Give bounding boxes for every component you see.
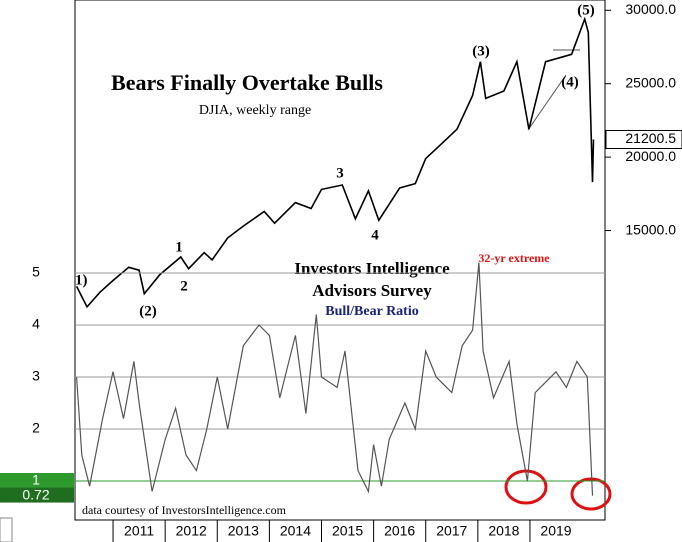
x-tick-label: 2016 xyxy=(384,523,415,539)
x-tick-label: 2018 xyxy=(488,523,519,539)
wave-label: (3) xyxy=(472,43,490,59)
wave-label: 4 xyxy=(371,227,379,243)
wave-label: 1 xyxy=(175,239,183,255)
y-tick-label: 1 xyxy=(32,472,40,488)
last-value-label: 21200.5 xyxy=(625,130,676,146)
y-tick-label: 15000.0 xyxy=(625,221,676,237)
highlight-circle xyxy=(570,477,612,511)
annotation: 32-yr extreme xyxy=(478,251,550,265)
trend-line xyxy=(527,74,567,131)
y-tick-label: 25000.0 xyxy=(625,74,676,90)
panel-title: Investors Intelligence xyxy=(294,259,450,278)
wave-label: (2) xyxy=(139,303,157,319)
wave-label: 3 xyxy=(336,165,344,181)
y-tick-label: 4 xyxy=(32,316,40,332)
y-tick-label: 2 xyxy=(32,420,40,436)
x-tick-label: 2011 xyxy=(124,523,154,539)
panel-subtitle: Advisors Survey xyxy=(312,281,432,300)
chart-title: Bears Finally Overtake Bulls xyxy=(111,70,383,95)
x-tick-label: 2019 xyxy=(540,523,571,539)
source-note: data courtesy of InvestorsIntelligence.c… xyxy=(82,503,287,517)
corner-box xyxy=(0,517,13,542)
y-tick-label: 30000.0 xyxy=(625,1,676,17)
wave-label: (5) xyxy=(577,2,595,18)
x-tick-label: 2012 xyxy=(176,523,207,539)
y-tick-label: 3 xyxy=(32,368,40,384)
last-value-box xyxy=(0,487,74,503)
series-line xyxy=(75,16,595,309)
last-value-label: 0.72 xyxy=(22,486,49,502)
x-tick-label: 2013 xyxy=(228,523,259,539)
chart-subtitle: DJIA, weekly range xyxy=(199,103,311,118)
wave-label: 1) xyxy=(75,272,88,288)
last-value-box xyxy=(605,129,682,149)
wave-label: 2 xyxy=(180,278,188,294)
plot-frame xyxy=(74,0,606,521)
y-tick-label: 5 xyxy=(32,264,40,280)
y-tick-label: 20000.0 xyxy=(625,148,676,164)
series-line xyxy=(76,262,594,496)
wave-labels: 1) (2) 1 2 3 4 (3) (4) (5) xyxy=(75,2,595,319)
x-tick-label: 2014 xyxy=(280,523,311,539)
tick-box xyxy=(0,473,74,488)
wave-label: (4) xyxy=(561,74,579,90)
series-label: Bull/Bear Ratio xyxy=(325,304,418,319)
x-tick-label: 2015 xyxy=(332,523,363,539)
x-tick-label: 2017 xyxy=(436,523,467,539)
